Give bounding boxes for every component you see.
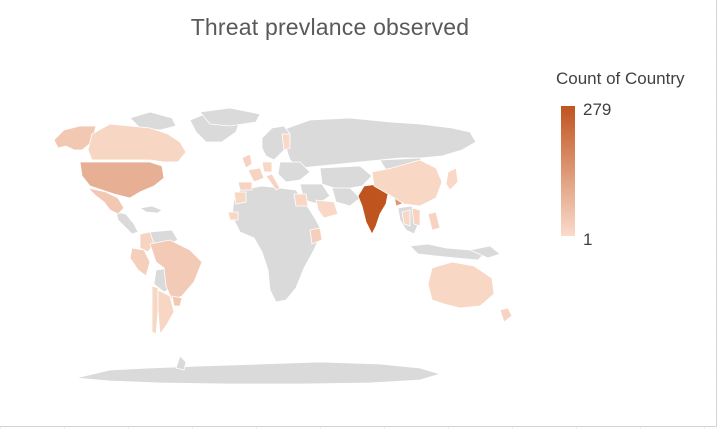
africa-shape xyxy=(231,185,323,303)
region-alaska xyxy=(53,125,97,151)
region-australia xyxy=(427,261,495,309)
region-uruguay xyxy=(171,295,183,307)
region-peru xyxy=(129,247,151,277)
indonesia-shape xyxy=(409,243,485,261)
region-philippines xyxy=(427,211,441,231)
legend-title: Count of Country xyxy=(556,69,685,88)
region-united-kingdom xyxy=(241,153,253,169)
iran-shape xyxy=(331,187,361,207)
region-kenya xyxy=(309,227,323,245)
region-new-zealand xyxy=(499,307,513,323)
region-chile xyxy=(151,285,159,335)
central-america-shape xyxy=(115,211,139,235)
region-canada xyxy=(87,123,187,163)
region-china xyxy=(371,159,443,207)
legend-color-scale xyxy=(561,106,575,236)
region-morocco xyxy=(233,191,247,205)
russia-shape xyxy=(281,117,477,169)
region-brazil xyxy=(149,239,203,301)
region-egypt xyxy=(293,193,309,207)
region-japan xyxy=(445,167,459,191)
caribbean-shape xyxy=(138,205,163,214)
legend-max-label: 279 xyxy=(583,100,612,119)
region-spain xyxy=(237,181,253,191)
antarctica-shape xyxy=(75,361,442,385)
region-argentina xyxy=(157,289,175,336)
region-saudi-arabia xyxy=(315,199,339,219)
papua-shape xyxy=(468,245,501,259)
eastern-europe-shape xyxy=(277,161,311,183)
region-france xyxy=(247,167,265,183)
region-united-states xyxy=(79,161,165,199)
chart-title: Threat prevlance observed xyxy=(190,14,470,40)
arctic-russia-shape xyxy=(199,107,261,127)
highlighted-countries xyxy=(53,123,513,336)
region-mexico xyxy=(86,187,125,215)
region-senegal xyxy=(227,211,239,221)
region-vietnam xyxy=(411,207,421,227)
region-italy xyxy=(265,173,281,191)
region-germany xyxy=(261,161,273,173)
legend-min-label: 1 xyxy=(583,230,593,249)
region-thailand xyxy=(401,209,411,227)
region-finland xyxy=(281,133,291,151)
antarctic-peninsula-shape xyxy=(175,355,187,371)
